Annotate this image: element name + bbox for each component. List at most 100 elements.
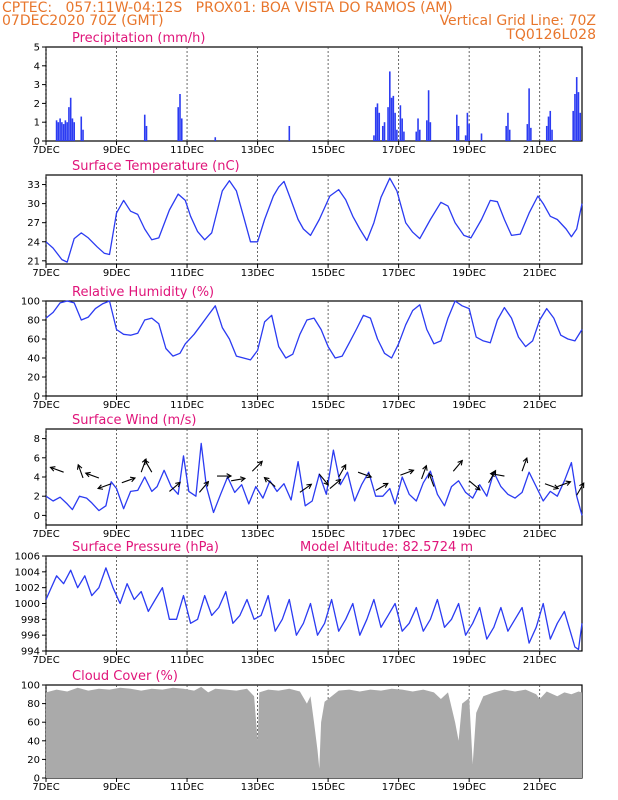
wind-arrow-head <box>382 482 389 488</box>
y-tick-label: 996 <box>21 631 40 642</box>
x-tick-label: 13DEC <box>241 655 275 666</box>
precip-bar <box>526 124 529 141</box>
x-tick-label: 13DEC <box>241 529 275 540</box>
x-tick-label: 15DEC <box>311 268 345 279</box>
wind-arrow-shaft <box>338 464 347 478</box>
x-tick-label: 9DEC <box>103 145 130 156</box>
precip-bar <box>575 77 578 141</box>
plot-frame <box>45 46 583 142</box>
wind-arrow <box>468 480 481 491</box>
y-tick-label: 20 <box>27 373 40 384</box>
y-tick-label: 1 <box>34 118 40 129</box>
y-tick-label: 80 <box>27 699 40 710</box>
precip-bar <box>429 122 432 141</box>
precip-bar <box>68 107 70 141</box>
panel-6: 0 20 40 60 80 100 7DEC 9DEC 11DEC 13DEC 15DEC 17DEC… <box>21 669 583 793</box>
x-tick-label: 21DEC <box>523 400 557 411</box>
wind-arrow <box>421 464 428 480</box>
x-tick-label: 7DEC <box>32 400 59 411</box>
precip-bar <box>399 105 402 141</box>
wind-arrow-head <box>49 466 56 472</box>
precip-bar <box>456 114 458 141</box>
precip-bar <box>180 118 183 141</box>
y-tick-label: 100 <box>21 297 40 308</box>
x-tick-label: 19DEC <box>452 655 486 666</box>
precip-bar <box>378 112 381 141</box>
y-tick-label: 0 <box>34 392 40 403</box>
wind-arrow <box>299 483 313 493</box>
panel-2: 21 24 27 30 33 7DEC 9DEC 11DEC 13DEC 15DEC 17DEC 19… <box>27 159 583 279</box>
x-tick-label: 11DEC <box>170 145 204 156</box>
wind-arrow-head <box>203 480 210 487</box>
precip-bar <box>468 124 470 141</box>
y-tick-label: 21 <box>27 256 40 267</box>
x-tick-label: 11DEC <box>170 400 204 411</box>
wind-arrow-head <box>408 468 415 475</box>
wind-arrow-head <box>341 463 347 470</box>
precip-bar <box>390 97 393 141</box>
precip-bar <box>383 122 386 141</box>
precip-bar <box>403 131 405 141</box>
x-tick-label: 21DEC <box>523 529 557 540</box>
x-tick-label: 17DEC <box>382 529 416 540</box>
wind-arrow <box>576 482 585 496</box>
x-tick-label: 9DEC <box>103 400 130 411</box>
wind-arrow-head <box>257 460 264 467</box>
precip-bar <box>66 122 68 141</box>
precip-bar <box>288 125 291 141</box>
precip-bar <box>528 88 530 141</box>
precip-bar <box>508 129 511 141</box>
wind-arrow-head <box>226 473 233 479</box>
series-line <box>45 177 583 263</box>
y-tick-label: 6 <box>34 453 40 464</box>
x-tick-label: 17DEC <box>382 400 416 411</box>
y-tick-label: 2 <box>34 99 40 110</box>
wind-arrow-shaft <box>121 477 136 484</box>
wind-arrow-head <box>366 472 373 479</box>
precip-bar <box>464 135 467 141</box>
y-tick-label: 27 <box>27 218 40 229</box>
wind-arrow <box>251 460 264 472</box>
y-tick-label: 0 <box>34 774 40 785</box>
wind-arrow-shaft <box>329 479 341 489</box>
wind-arrow-shaft <box>231 477 246 482</box>
panel-title: Relative Humidity (%) <box>72 285 214 300</box>
precip-bar <box>457 125 460 141</box>
y-tick-label: 4 <box>34 473 40 484</box>
wind-arrow-shaft <box>521 457 528 472</box>
precip-bar <box>572 110 574 141</box>
precip-bar <box>401 118 403 141</box>
panel-title: Surface Wind (m/s) <box>72 413 196 428</box>
precip-bar <box>507 112 509 141</box>
y-tick-label: 1002 <box>15 583 40 594</box>
wind-arrow-shaft <box>400 469 414 476</box>
precip-bar <box>547 116 550 141</box>
precip-bar <box>480 133 483 141</box>
precip-bar <box>394 112 396 141</box>
precip-bar <box>59 118 61 141</box>
wind-arrow <box>263 476 276 488</box>
y-tick-label: 4 <box>34 61 40 72</box>
precip-bar <box>82 129 84 141</box>
wind-arrow <box>489 471 505 478</box>
y-tick-label: 40 <box>27 354 40 365</box>
y-tick-label: 1004 <box>15 567 40 578</box>
panel-4: 0 2 4 6 8 7DEC 9DEC 11DEC 13DEC 15DEC 17DEC 19DEC 21… <box>32 413 585 540</box>
y-tick-label: 100 <box>21 681 40 692</box>
panel-title: Precipitation (mm/h) <box>72 31 205 46</box>
x-tick-label: 19DEC <box>452 145 486 156</box>
series-line <box>45 567 583 651</box>
wind-arrow <box>144 459 153 473</box>
precip-bar <box>373 135 375 141</box>
precip-bar <box>577 92 580 141</box>
wind-arrow <box>49 466 64 473</box>
panel-title: Surface Pressure (hPa) <box>72 540 219 555</box>
y-tick-label: 1006 <box>15 552 40 563</box>
precip-bar <box>55 120 58 141</box>
wind-arrow <box>198 480 210 493</box>
x-tick-label: 13DEC <box>241 268 275 279</box>
precip-bar <box>545 125 548 141</box>
y-tick-label: 33 <box>27 180 40 191</box>
wind-arrow <box>169 481 182 492</box>
